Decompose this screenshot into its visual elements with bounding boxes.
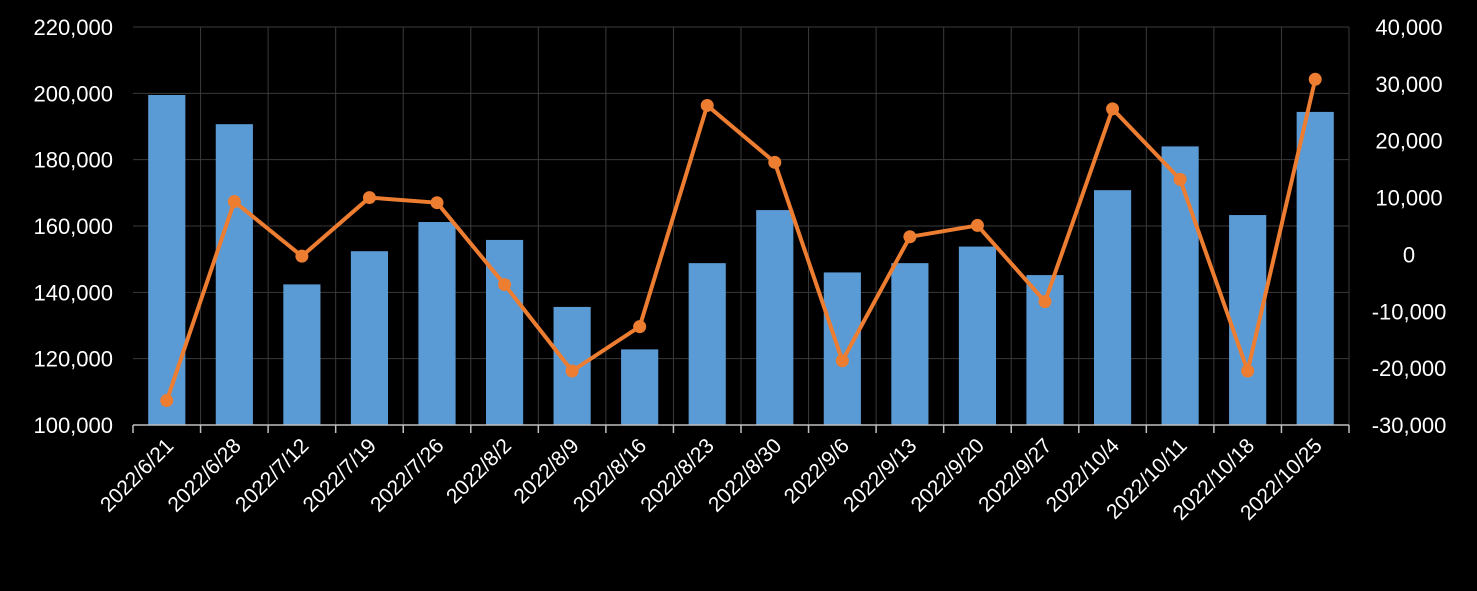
left-y-tick-label: 180,000 <box>33 148 113 173</box>
line-point <box>633 320 647 334</box>
line-point <box>565 364 579 378</box>
line-point <box>498 278 512 292</box>
x-tick-label: 2022/8/2 <box>442 434 516 508</box>
bar <box>283 284 321 425</box>
x-tick-label: 2022/8/30 <box>704 434 786 516</box>
line-point <box>1308 72 1322 86</box>
line-point <box>430 196 444 210</box>
bar <box>688 263 726 425</box>
right-y-tick-label: -20,000 <box>1372 356 1447 381</box>
line-path <box>164 78 1318 402</box>
line-point <box>227 195 241 209</box>
x-tick-label: 2022/6/28 <box>164 434 246 516</box>
left-y-tick-label: 200,000 <box>33 81 113 106</box>
left-y-tick-label: 120,000 <box>33 347 113 372</box>
line-point <box>700 98 714 112</box>
right-y-tick-label: 20,000 <box>1375 129 1442 154</box>
axes <box>132 424 1350 433</box>
bar <box>418 222 456 425</box>
bar <box>350 251 389 425</box>
line-point <box>768 155 782 169</box>
bar <box>958 246 997 425</box>
right-y-tick-label: 40,000 <box>1375 15 1442 40</box>
x-tick-label: 2022/7/19 <box>299 434 381 516</box>
left-y-tick-label: 160,000 <box>33 214 113 239</box>
x-tick-label: 2022/8/16 <box>569 434 651 516</box>
right-y-tick-label: -10,000 <box>1372 299 1447 324</box>
bar <box>1161 146 1199 425</box>
x-tick-label: 2022/9/20 <box>907 434 989 516</box>
line-point <box>1241 364 1255 378</box>
left-axis-tick-labels: 100,000 120,000 140,000 160,000 180,000 200,0… <box>33 15 113 438</box>
x-tick-label: 2022/6/21 <box>96 434 178 516</box>
line-point <box>362 191 376 205</box>
bar <box>823 272 861 425</box>
bar <box>621 349 659 425</box>
right-y-tick-label: 30,000 <box>1375 72 1442 97</box>
bar <box>756 210 794 425</box>
bar <box>891 263 929 425</box>
line-point <box>903 230 917 244</box>
x-tick-label: 2022/9/13 <box>839 434 921 516</box>
line-point <box>1106 102 1120 116</box>
gridlines <box>133 26 1350 425</box>
line-point <box>295 249 309 263</box>
bar <box>1093 190 1132 425</box>
right-axis-tick-labels: -30,000 -20,000 -10,000 0 10,000 20,000 30,000… <box>1372 15 1447 438</box>
right-y-tick-label: 0 <box>1403 242 1415 267</box>
line-point <box>1173 172 1187 186</box>
left-y-tick-label: 100,000 <box>33 413 113 438</box>
x-tick-label: 2022/7/26 <box>366 434 448 516</box>
line-point <box>835 354 849 368</box>
bar <box>148 94 186 425</box>
x-axis-tick-labels: 2022/6/212022/6/282022/7/122022/7/192022… <box>96 434 1327 525</box>
line-point <box>160 394 174 408</box>
x-tick-label: 2022/8/23 <box>636 434 718 516</box>
left-y-tick-label: 140,000 <box>33 280 113 305</box>
line-series <box>160 72 1322 408</box>
right-y-tick-label: -30,000 <box>1372 413 1447 438</box>
bar <box>1296 111 1334 425</box>
line-point <box>970 218 984 232</box>
bar <box>215 124 253 425</box>
right-y-tick-label: 10,000 <box>1375 186 1442 211</box>
x-tick-label: 2022/9/27 <box>974 434 1056 516</box>
line-point <box>1038 295 1052 309</box>
x-tick-label: 2022/7/12 <box>231 434 313 516</box>
left-y-tick-label: 220,000 <box>33 15 113 40</box>
